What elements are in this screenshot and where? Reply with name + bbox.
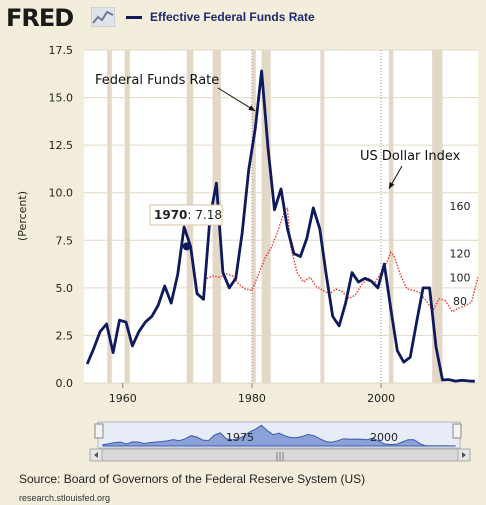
- line-graph-icon: [91, 7, 115, 27]
- navigator-series: [102, 424, 456, 447]
- y-tick-label: 0.0: [56, 377, 74, 390]
- tooltip-point: [182, 242, 191, 251]
- annotation-label: US Dollar Index: [360, 149, 461, 164]
- recession-band: [251, 50, 256, 383]
- annotation-label: Federal Funds Rate: [95, 73, 219, 88]
- right-tick-label: 160: [450, 200, 471, 213]
- y-tick-label: 12.5: [49, 139, 74, 152]
- recession-band: [107, 50, 112, 383]
- scroll-grip-icon: |||: [275, 452, 284, 462]
- annotation-arrow-line: [217, 87, 256, 112]
- tooltip-year: 1970: [154, 208, 187, 222]
- legend-swatch: [126, 15, 142, 19]
- chart-area: 0.0 2.5 5.0 7.5 10.0 12.5 15.0 17.5 1960 1980 200…: [16, 44, 479, 462]
- tooltip: 1970: 7.18: [149, 204, 223, 251]
- y-tick-label: 15.0: [49, 92, 74, 105]
- y-tick-label: 5.0: [56, 282, 74, 295]
- y-tick-label: 10.0: [49, 187, 74, 200]
- x-tick-label: 2000: [367, 392, 395, 405]
- y-tick-label: 2.5: [56, 329, 74, 342]
- navigator-label: 1975: [226, 431, 254, 444]
- navigator-right-handle[interactable]: [452, 423, 462, 439]
- x-tick-label: 1980: [238, 392, 266, 405]
- y-axis-label: (Percent): [16, 191, 29, 241]
- navigator-label: 2000: [370, 431, 398, 444]
- svg-text:1970: 7.18: 1970: 7.18: [154, 208, 222, 222]
- legend-label: Effective Federal Funds Rate: [150, 10, 315, 24]
- fred-logo[interactable]: FRED: [6, 4, 74, 32]
- navigator-left-handle[interactable]: [94, 423, 104, 439]
- right-tick-label: 80: [453, 295, 467, 308]
- annotation-arrowhead-icon: [388, 181, 395, 189]
- x-tick-label: 1960: [109, 392, 137, 405]
- y-tick-label: 7.5: [56, 234, 74, 247]
- recession-band: [124, 50, 130, 383]
- source-note: Source: Board of Governors of the Federa…: [19, 472, 366, 486]
- scroll-right-arrow-icon: [462, 452, 466, 458]
- plot-background: [84, 50, 478, 383]
- recession-band: [320, 50, 325, 383]
- legend: Effective Federal Funds Rate: [126, 9, 315, 25]
- range-navigator[interactable]: 1975 2000 |||: [89, 421, 471, 462]
- y-tick-label: 17.5: [49, 44, 74, 57]
- scroll-left-arrow-icon: [94, 452, 98, 458]
- tooltip-value: 7.18: [195, 208, 222, 222]
- right-tick-label: 120: [450, 248, 471, 261]
- site-url[interactable]: research.stlouisfed.org: [19, 493, 111, 503]
- recession-band: [261, 50, 271, 383]
- recession-band: [388, 50, 394, 383]
- recession-band: [432, 50, 443, 383]
- annotation-arrowhead-icon: [248, 105, 256, 111]
- fed-funds-line: [85, 69, 475, 383]
- right-tick-label: 100: [450, 271, 471, 284]
- chart-header: FRED Effective Federal Funds Rate: [0, 0, 486, 34]
